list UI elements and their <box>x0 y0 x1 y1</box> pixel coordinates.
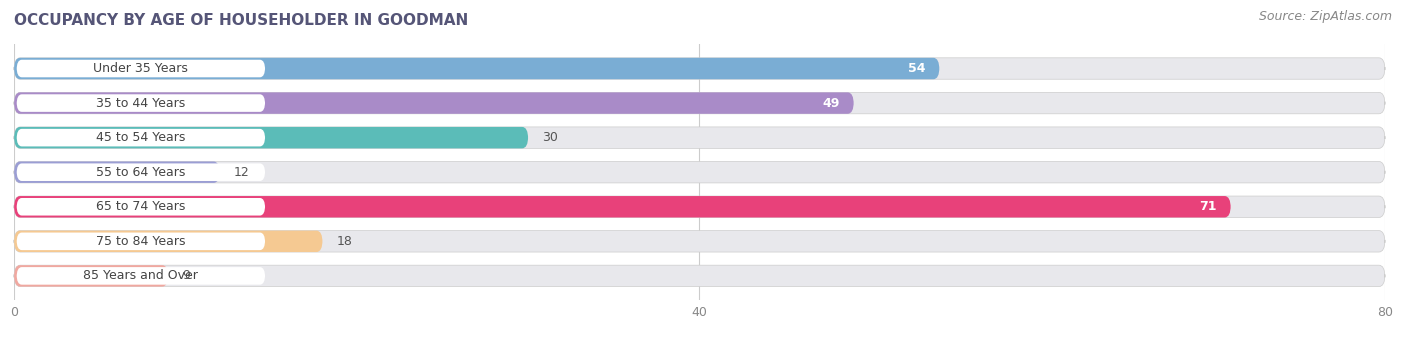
Text: Source: ZipAtlas.com: Source: ZipAtlas.com <box>1258 10 1392 23</box>
Text: OCCUPANCY BY AGE OF HOUSEHOLDER IN GOODMAN: OCCUPANCY BY AGE OF HOUSEHOLDER IN GOODM… <box>14 13 468 28</box>
Text: 71: 71 <box>1199 200 1218 213</box>
FancyBboxPatch shape <box>14 58 939 79</box>
FancyBboxPatch shape <box>14 265 1385 286</box>
Text: 9: 9 <box>181 269 190 282</box>
FancyBboxPatch shape <box>17 267 266 285</box>
Text: 85 Years and Over: 85 Years and Over <box>83 269 198 282</box>
Text: 45 to 54 Years: 45 to 54 Years <box>96 131 186 144</box>
Text: 54: 54 <box>908 62 925 75</box>
Text: 75 to 84 Years: 75 to 84 Years <box>96 235 186 248</box>
FancyBboxPatch shape <box>17 129 266 146</box>
FancyBboxPatch shape <box>14 196 1385 218</box>
FancyBboxPatch shape <box>17 94 266 112</box>
FancyBboxPatch shape <box>14 231 1385 252</box>
FancyBboxPatch shape <box>17 163 266 181</box>
FancyBboxPatch shape <box>14 127 529 148</box>
Text: 30: 30 <box>541 131 558 144</box>
Text: 49: 49 <box>823 97 839 109</box>
FancyBboxPatch shape <box>14 196 1230 218</box>
FancyBboxPatch shape <box>14 162 219 183</box>
Text: 18: 18 <box>336 235 352 248</box>
FancyBboxPatch shape <box>17 233 266 250</box>
FancyBboxPatch shape <box>17 60 266 77</box>
Text: 12: 12 <box>233 166 249 179</box>
Text: Under 35 Years: Under 35 Years <box>93 62 188 75</box>
Text: 35 to 44 Years: 35 to 44 Years <box>96 97 186 109</box>
FancyBboxPatch shape <box>14 92 1385 114</box>
FancyBboxPatch shape <box>14 127 1385 148</box>
FancyBboxPatch shape <box>14 231 322 252</box>
FancyBboxPatch shape <box>14 58 1385 79</box>
Text: 55 to 64 Years: 55 to 64 Years <box>96 166 186 179</box>
Text: 65 to 74 Years: 65 to 74 Years <box>96 200 186 213</box>
FancyBboxPatch shape <box>14 162 1385 183</box>
FancyBboxPatch shape <box>17 198 266 216</box>
FancyBboxPatch shape <box>14 265 169 286</box>
FancyBboxPatch shape <box>14 92 853 114</box>
